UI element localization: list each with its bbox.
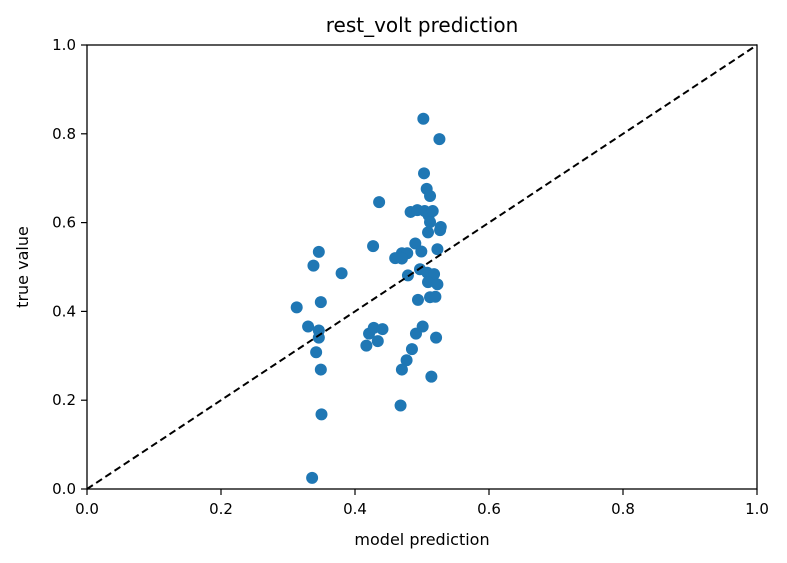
x-axis: 0.0 0.2 0.4 0.6 0.8 1.0: [75, 489, 769, 518]
data-point: [310, 346, 323, 359]
data-point: [411, 293, 424, 306]
data-point: [371, 335, 384, 348]
identity-reference-line: [86, 44, 758, 490]
plot-area-frame: [86, 44, 758, 490]
y-tick-label: 1.0: [52, 36, 76, 54]
data-point: [306, 471, 319, 484]
y-tick-label: 0.6: [52, 214, 76, 232]
data-point: [315, 408, 328, 421]
x-tick-label: 0.6: [477, 500, 501, 518]
data-point: [307, 259, 320, 272]
data-point: [417, 112, 430, 125]
y-tick-label: 0.0: [52, 480, 76, 498]
x-tick-label: 1.0: [745, 500, 769, 518]
data-point: [395, 252, 408, 265]
y-axis: 0.0 0.2 0.4 0.6 0.8 1.0: [52, 36, 87, 498]
data-point: [424, 189, 437, 202]
x-axis-label: model prediction: [354, 530, 489, 549]
data-point: [395, 363, 408, 376]
x-tick-label: 0.2: [209, 500, 233, 518]
y-tick-label: 0.8: [52, 125, 76, 143]
data-point: [400, 354, 413, 367]
x-tick-label: 0.8: [611, 500, 635, 518]
data-point: [422, 226, 435, 239]
data-point: [430, 331, 443, 344]
data-point: [405, 343, 418, 356]
data-point: [431, 243, 444, 256]
data-point: [424, 216, 437, 229]
chart-title: rest_volt prediction: [326, 13, 519, 37]
data-point: [367, 240, 380, 253]
data-points: [290, 112, 447, 484]
data-point: [422, 276, 435, 289]
data-point: [418, 167, 431, 180]
data-point: [373, 196, 386, 209]
x-tick-label: 0.0: [75, 500, 99, 518]
y-axis-label: true value: [13, 226, 32, 308]
data-point: [312, 331, 325, 344]
y-tick-label: 0.4: [52, 302, 76, 320]
data-point: [409, 327, 422, 340]
y-tick-label: 0.2: [52, 391, 76, 409]
x-tick-label: 0.4: [343, 500, 367, 518]
data-point: [426, 205, 439, 218]
data-point: [302, 320, 315, 333]
data-point: [433, 133, 446, 146]
data-point: [394, 399, 407, 412]
data-point: [431, 278, 444, 291]
data-point: [376, 323, 389, 336]
data-point: [429, 290, 442, 303]
data-point: [290, 301, 303, 314]
data-point: [415, 245, 428, 258]
data-point: [335, 267, 348, 280]
data-point: [312, 245, 325, 258]
data-point: [360, 339, 373, 352]
data-point: [314, 296, 327, 309]
data-point: [425, 370, 438, 383]
data-point: [434, 224, 447, 237]
data-point: [314, 363, 327, 376]
